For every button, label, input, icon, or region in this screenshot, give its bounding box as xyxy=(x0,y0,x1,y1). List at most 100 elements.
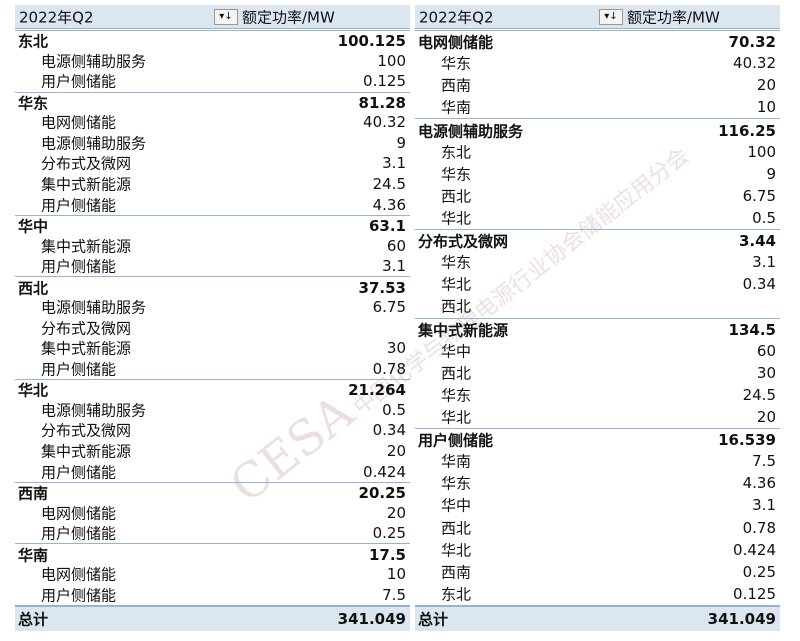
item-row: 华北 0.5 xyxy=(415,207,780,229)
item-value: 4.36 xyxy=(372,195,406,214)
item-name: 分布式及微网 xyxy=(41,319,132,338)
item-name: 用户侧储能 xyxy=(41,360,117,379)
item-value: 0.5 xyxy=(382,400,406,419)
item-value: 3.1 xyxy=(382,154,406,173)
total-value: 341.049 xyxy=(707,610,776,628)
filter-button[interactable]: ▾↓ xyxy=(599,8,623,25)
item-name: 华中 xyxy=(441,496,472,515)
item-value: 60 xyxy=(756,341,776,360)
item-row: 西北 xyxy=(415,295,780,317)
pivot-table: 2022年Q2 ▾↓ 额定功率/MW 东北 100.125 电源侧辅助服务 100 用户侧储能… xyxy=(15,5,410,631)
item-name: 西北 xyxy=(441,187,472,206)
item-row: 电网侧储能 10 xyxy=(15,564,410,585)
group-value: 70.32 xyxy=(728,33,776,52)
item-value: 3.1 xyxy=(752,253,776,272)
item-row: 用户侧储能 0.78 xyxy=(15,359,410,380)
total-row: 总计 341.049 xyxy=(415,605,780,631)
item-value: 60 xyxy=(386,236,406,255)
item-row: 用户侧储能 0.424 xyxy=(15,461,410,482)
group-name: 分布式及微网 xyxy=(418,232,509,251)
item-name: 用户侧储能 xyxy=(41,72,117,91)
item-value: 0.25 xyxy=(372,524,406,543)
item-name: 用户侧储能 xyxy=(41,524,117,543)
group-value: 63.1 xyxy=(368,217,406,236)
group-value: 134.5 xyxy=(728,320,776,339)
header-field: 2022年Q2 xyxy=(419,8,494,26)
item-name: 华北 xyxy=(441,408,472,427)
item-row: 华东 3.1 xyxy=(415,251,780,273)
group-name: 东北 xyxy=(18,32,49,51)
item-name: 华北 xyxy=(441,275,472,294)
group-row: 分布式及微网 3.44 xyxy=(415,229,780,252)
item-row: 华中 60 xyxy=(415,340,780,362)
item-row: 用户侧储能 0.25 xyxy=(15,523,410,544)
item-value: 20 xyxy=(756,76,776,95)
item-value: 30 xyxy=(386,339,406,358)
item-row: 华北 0.34 xyxy=(415,273,780,295)
item-row: 华东 40.32 xyxy=(415,52,780,74)
item-row: 华南 7.5 xyxy=(415,450,780,472)
item-name: 华东 xyxy=(441,474,472,493)
item-name: 用户侧储能 xyxy=(41,257,117,276)
item-name: 东北 xyxy=(441,585,472,604)
item-name: 电网侧储能 xyxy=(41,113,117,132)
item-value: 0.125 xyxy=(363,72,406,91)
total-label: 总计 xyxy=(18,610,49,629)
item-name: 东北 xyxy=(441,143,472,162)
item-row: 东北 0.125 xyxy=(415,583,780,605)
item-value: 0.424 xyxy=(733,540,776,559)
item-row: 电源侧辅助服务 9 xyxy=(15,133,410,154)
item-value: 0.25 xyxy=(742,562,776,581)
item-row: 华东 4.36 xyxy=(415,472,780,494)
item-row: 西南 20 xyxy=(415,74,780,96)
item-value: 40.32 xyxy=(733,54,776,73)
item-row: 电源侧辅助服务 6.75 xyxy=(15,297,410,318)
item-name: 华南 xyxy=(441,452,472,471)
group-row: 西南 20.25 xyxy=(15,481,410,504)
header-row: 2022年Q2 ▾↓ 额定功率/MW xyxy=(15,5,410,29)
item-value: 20 xyxy=(756,408,776,426)
item-name: 集中式新能源 xyxy=(41,339,132,358)
item-value: 30 xyxy=(756,363,776,382)
group-name: 电网侧储能 xyxy=(418,33,494,52)
total-value: 341.049 xyxy=(337,610,406,628)
item-name: 用户侧储能 xyxy=(41,463,117,482)
item-row: 华北 20 xyxy=(415,406,780,428)
group-name: 西南 xyxy=(18,484,49,503)
item-value: 40.32 xyxy=(363,113,406,132)
group-value: 17.5 xyxy=(368,545,406,564)
header-measure: 额定功率/MW xyxy=(242,8,335,26)
total-label: 总计 xyxy=(418,610,449,629)
filter-button[interactable]: ▾↓ xyxy=(214,8,238,25)
item-row: 电网侧储能 40.32 xyxy=(15,112,410,133)
group-row: 华东 81.28 xyxy=(15,91,410,114)
group-row: 电源侧辅助服务 116.25 xyxy=(415,118,780,141)
item-row: 华南 10 xyxy=(415,96,780,118)
item-row: 集中式新能源 20 xyxy=(15,441,410,462)
item-value: 6.75 xyxy=(372,298,406,317)
item-name: 分布式及微网 xyxy=(41,154,132,173)
item-row: 集中式新能源 60 xyxy=(15,235,410,256)
item-name: 华北 xyxy=(441,209,472,228)
group-row: 西北 37.53 xyxy=(15,276,410,298)
item-name: 华东 xyxy=(441,253,472,272)
item-value: 0.34 xyxy=(372,421,406,440)
group-row: 东北 100.125 xyxy=(15,30,410,52)
item-value: 0.78 xyxy=(742,518,776,537)
group-value: 81.28 xyxy=(358,93,406,112)
group-value: 3.44 xyxy=(738,232,776,251)
item-name: 华南 xyxy=(441,98,472,117)
item-row: 西南 0.25 xyxy=(415,561,780,583)
item-value: 9 xyxy=(766,164,776,183)
item-row: 用户侧储能 0.125 xyxy=(15,71,410,92)
item-name: 华东 xyxy=(441,386,472,405)
total-row: 总计 341.049 xyxy=(15,605,410,631)
item-value: 100 xyxy=(377,51,406,70)
item-value: 100 xyxy=(747,142,776,161)
group-name: 用户侧储能 xyxy=(418,431,494,450)
item-row: 西北 30 xyxy=(415,362,780,384)
item-row: 分布式及微网 3.1 xyxy=(15,153,410,174)
item-name: 西北 xyxy=(441,297,472,316)
item-row: 华北 0.424 xyxy=(415,539,780,561)
